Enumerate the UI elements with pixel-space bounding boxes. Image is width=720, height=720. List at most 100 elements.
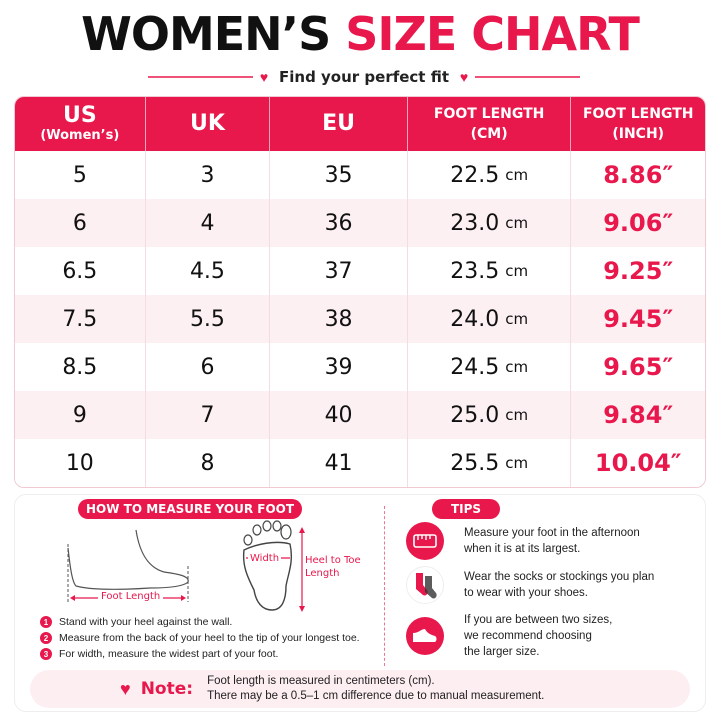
list-item: 3 For width, measure the widest part of … xyxy=(40,646,390,662)
cell-inch: 9.65″ xyxy=(603,353,674,381)
header-us-label: US xyxy=(62,103,97,128)
header-foot-length-cm: FOOT LENGTH (CM) xyxy=(408,97,572,151)
cell-uk: 3 xyxy=(146,151,271,199)
header-inch-label: FOOT LENGTH xyxy=(582,106,694,122)
table-row: 7.5 5.5 38 24.0 cm 9.45″ xyxy=(15,295,705,343)
title-part-2: SIZE CHART xyxy=(345,7,640,61)
header-inch-sublabel: (INCH) xyxy=(612,126,665,142)
cell-cm: 25.5 cm xyxy=(408,439,572,487)
cell-inch: 9.06″ xyxy=(603,209,674,237)
step-number: 1 xyxy=(40,616,52,628)
note-line: There may be a 0.5–1 cm difference due t… xyxy=(207,690,545,702)
header-uk-label: UK xyxy=(189,111,225,136)
cell-eu: 38 xyxy=(270,295,408,343)
cell-inch: 8.86″ xyxy=(603,161,674,189)
cell-inch: 10.04″ xyxy=(594,449,682,477)
size-table: US (Women’s) UK EU FOOT LENGTH (CM) FOOT… xyxy=(14,96,706,488)
table-row: 9 7 40 25.0 cm 9.84″ xyxy=(15,391,705,439)
tip-item: Measure your foot in the afternoon when … xyxy=(406,522,640,560)
cell-us: 10 xyxy=(15,439,146,487)
socks-icon xyxy=(406,566,444,604)
cm-value: 23.5 xyxy=(450,258,500,284)
cm-value: 25.5 xyxy=(450,450,500,476)
cell-uk: 8 xyxy=(146,439,271,487)
table-body: 5 3 35 22.5 cm 8.86″ 6 4 36 23.0 cm 9.06″ … xyxy=(15,151,705,487)
page-title: WOMEN’S SIZE CHART xyxy=(0,4,720,64)
cell-eu: 36 xyxy=(270,199,408,247)
cell-cm: 22.5 cm xyxy=(408,151,572,199)
header-us-sublabel: (Women’s) xyxy=(40,128,120,143)
tip-line: to wear with your shoes. xyxy=(464,587,589,599)
note-label: Note: xyxy=(140,679,194,699)
cell-eu: 41 xyxy=(270,439,408,487)
cm-value: 25.0 xyxy=(450,402,500,428)
cm-value: 24.0 xyxy=(450,306,500,332)
subtitle: Find your perfect fit xyxy=(279,68,449,86)
cm-value: 24.5 xyxy=(450,354,500,380)
cell-uk: 4 xyxy=(146,199,271,247)
cm-value: 23.0 xyxy=(450,210,500,236)
step-text: Measure from the back of your heel to th… xyxy=(59,632,360,644)
list-item: 2 Measure from the back of your heel to … xyxy=(40,630,390,646)
tip-line: the larger size. xyxy=(464,646,540,658)
step-text: Stand with your heel against the wall. xyxy=(59,616,233,628)
cell-cm: 23.0 cm xyxy=(408,199,572,247)
cell-eu: 39 xyxy=(270,343,408,391)
cell-us: 8.5 xyxy=(15,343,146,391)
cm-unit: cm xyxy=(505,310,529,328)
step-text: For width, measure the widest part of yo… xyxy=(59,648,279,660)
table-header: US (Women’s) UK EU FOOT LENGTH (CM) FOOT… xyxy=(15,97,705,151)
width-label: Width xyxy=(248,553,282,564)
note-text: Foot length is measured in centimeters (… xyxy=(207,674,544,704)
table-row: 6 4 36 23.0 cm 9.06″ xyxy=(15,199,705,247)
tip-item: Wear the socks or stockings you plan to … xyxy=(406,566,654,604)
cell-us: 7.5 xyxy=(15,295,146,343)
cell-cm: 25.0 cm xyxy=(408,391,572,439)
tips-heading: TIPS xyxy=(432,499,500,519)
foot-length-label: Foot Length xyxy=(98,591,164,602)
shoe-icon xyxy=(406,617,444,655)
cell-cm: 24.5 cm xyxy=(408,343,572,391)
cell-inch: 9.45″ xyxy=(603,305,674,333)
subtitle-row: ♥ Find your perfect fit ♥ xyxy=(148,64,580,90)
header-us: US (Women’s) xyxy=(15,97,146,151)
note-box: ♥ Note: Foot length is measured in centi… xyxy=(30,670,690,708)
cell-uk: 4.5 xyxy=(146,247,271,295)
cell-cm: 23.5 cm xyxy=(408,247,572,295)
cell-us: 9 xyxy=(15,391,146,439)
cell-eu: 37 xyxy=(270,247,408,295)
cm-unit: cm xyxy=(505,406,529,424)
heart-icon: ♥ xyxy=(459,69,469,85)
cm-unit: cm xyxy=(505,262,529,280)
step-number: 3 xyxy=(40,648,52,660)
table-row: 10 8 41 25.5 cm 10.04″ xyxy=(15,439,705,487)
divider-line-right xyxy=(475,76,580,78)
heel-to-toe-label: Heel to Toe Length xyxy=(305,555,361,579)
tip-item: If you are between two sizes, we recomme… xyxy=(406,612,612,660)
cell-eu: 35 xyxy=(270,151,408,199)
tape-measure-icon xyxy=(406,522,444,560)
cell-eu: 40 xyxy=(270,391,408,439)
header-cm-label: FOOT LENGTH xyxy=(433,106,545,122)
table-row: 5 3 35 22.5 cm 8.86″ xyxy=(15,151,705,199)
header-eu: EU xyxy=(270,97,408,151)
cell-uk: 6 xyxy=(146,343,271,391)
cell-us: 5 xyxy=(15,151,146,199)
tip-line: If you are between two sizes, xyxy=(464,614,613,626)
tip-line: when it is at its largest. xyxy=(464,543,581,555)
cell-inch: 9.25″ xyxy=(603,257,674,285)
heart-icon: ♥ xyxy=(120,678,131,699)
cell-inch: 9.84″ xyxy=(603,401,674,429)
tip-line: we recommend choosing xyxy=(464,630,592,642)
header-eu-label: EU xyxy=(322,111,356,136)
section-divider xyxy=(384,506,385,666)
step-number: 2 xyxy=(40,632,52,644)
cell-uk: 7 xyxy=(146,391,271,439)
table-row: 8.5 6 39 24.5 cm 9.65″ xyxy=(15,343,705,391)
divider-line-left xyxy=(148,76,253,78)
tip-line: Measure your foot in the afternoon xyxy=(464,527,640,539)
cm-unit: cm xyxy=(505,214,529,232)
header-foot-length-inch: FOOT LENGTH (INCH) xyxy=(571,97,705,151)
cm-unit: cm xyxy=(505,454,529,472)
tip-line: Wear the socks or stockings you plan xyxy=(464,571,655,583)
